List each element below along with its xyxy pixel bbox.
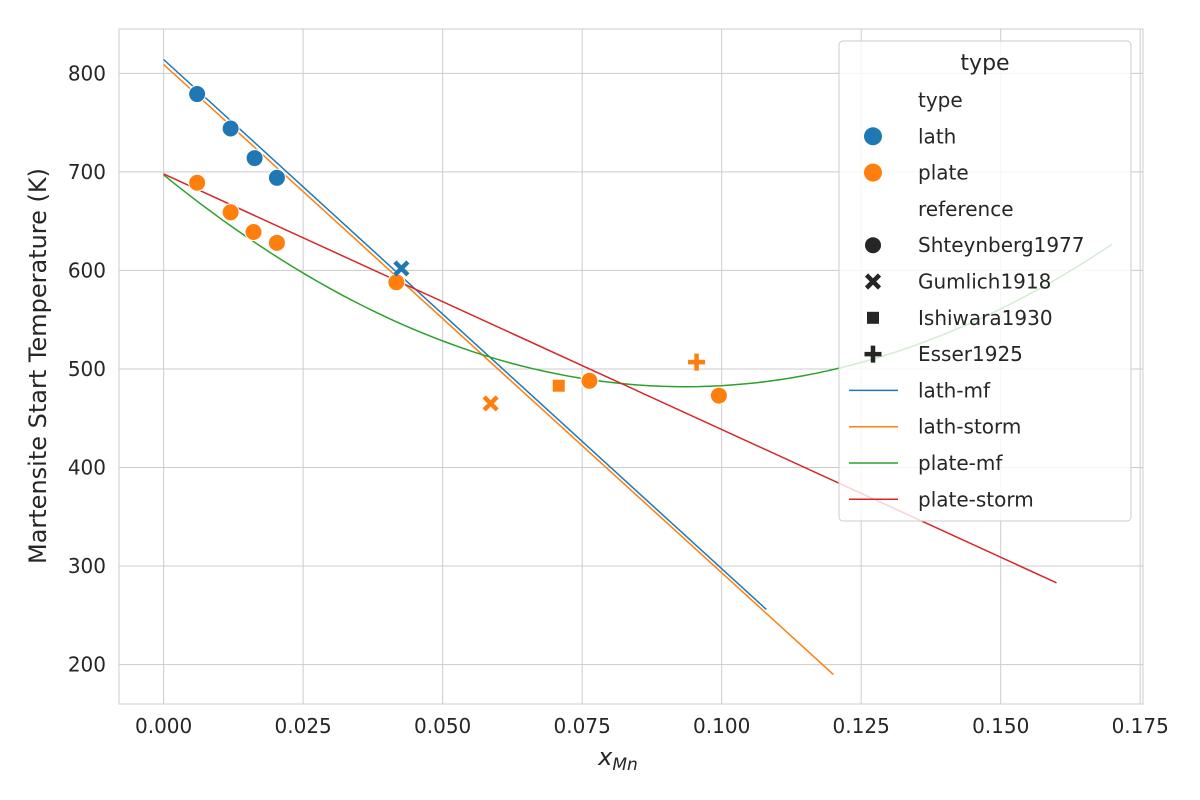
legend-label-plate-storm: plate-storm [918, 487, 1034, 511]
y-tick-label: 600 [68, 258, 106, 282]
y-tick-label: 700 [68, 160, 106, 184]
data-point-plate [221, 203, 240, 222]
y-axis-ticks: 200 300 400 500 600 700 800 [68, 61, 106, 676]
data-point-plate [482, 395, 499, 412]
legend-label-lath-storm: lath-storm [918, 415, 1021, 439]
legend: type type lath plate reference Shteynberg197… [838, 40, 1132, 522]
legend-marker-Esser1925 [864, 345, 882, 363]
legend-marker-Shteynberg1977 [864, 236, 882, 255]
x-tick-label: 0.000 [135, 714, 192, 738]
x-axis-label: xMn [597, 743, 638, 775]
data-point-plate [709, 386, 728, 405]
data-point-plate [188, 173, 207, 192]
x-tick-label: 0.175 [1112, 714, 1169, 738]
legend-label-Shteynberg1977: Shteynberg1977 [918, 233, 1085, 257]
fit-line-lath-mf [163, 58, 767, 610]
legend-marker-lath [864, 127, 882, 146]
x-tick-label: 0.150 [972, 714, 1029, 738]
data-point-plate [552, 379, 565, 392]
legend-label-lath-mf: lath-mf [918, 378, 991, 402]
y-tick-label: 400 [68, 456, 106, 480]
legend-label-Esser1925: Esser1925 [918, 342, 1023, 366]
y-tick-label: 500 [68, 357, 106, 381]
legend-label-Ishiwara1930: Ishiwara1930 [918, 306, 1053, 330]
legend-label-plate: plate [918, 161, 969, 185]
data-point-lath [188, 85, 207, 104]
legend-box [838, 40, 1132, 522]
y-tick-label: 200 [68, 653, 106, 677]
x-axis-ticks: 0.000 0.025 0.050 0.075 0.100 0.125 0.150 0.175 [135, 714, 1169, 738]
y-tick-label: 300 [68, 554, 106, 578]
legend-label-lath: lath [918, 124, 956, 148]
data-point-lath [267, 168, 286, 187]
legend-marker-Ishiwara1930 [867, 311, 879, 324]
x-tick-label: 0.125 [833, 714, 890, 738]
legend-header-reference: reference [918, 197, 1014, 221]
legend-marker-plate [864, 163, 882, 182]
x-tick-label: 0.050 [414, 714, 471, 738]
x-tick-label: 0.100 [693, 714, 750, 738]
data-point-plate [580, 371, 599, 390]
y-axis-label: Martensite Start Temperature (K) [24, 168, 52, 564]
data-point-lath [221, 119, 240, 138]
legend-label-Gumlich1918: Gumlich1918 [918, 270, 1051, 294]
data-point-plate [244, 222, 263, 241]
x-tick-label: 0.075 [554, 714, 611, 738]
fit-line-lath-storm [163, 63, 834, 675]
data-point-lath [393, 260, 410, 277]
legend-marker-Gumlich1918 [864, 273, 882, 290]
legend-title: type [960, 51, 1009, 76]
grid [119, 29, 1143, 704]
legend-header-type: type [918, 88, 963, 112]
legend-entries: type lath plate reference Shteynberg1977 Guml… [849, 88, 1085, 511]
legend-label-plate-mf: plate-mf [918, 451, 1003, 475]
x-tick-label: 0.025 [275, 714, 332, 738]
data-point-plate [267, 233, 286, 252]
x-axis-label-subscript: Mn [612, 755, 637, 775]
data-point-plate [688, 353, 706, 371]
x-axis-label-main: x [597, 743, 613, 771]
data-markers [188, 85, 728, 412]
y-tick-label: 800 [68, 61, 106, 85]
data-point-lath [245, 149, 264, 168]
